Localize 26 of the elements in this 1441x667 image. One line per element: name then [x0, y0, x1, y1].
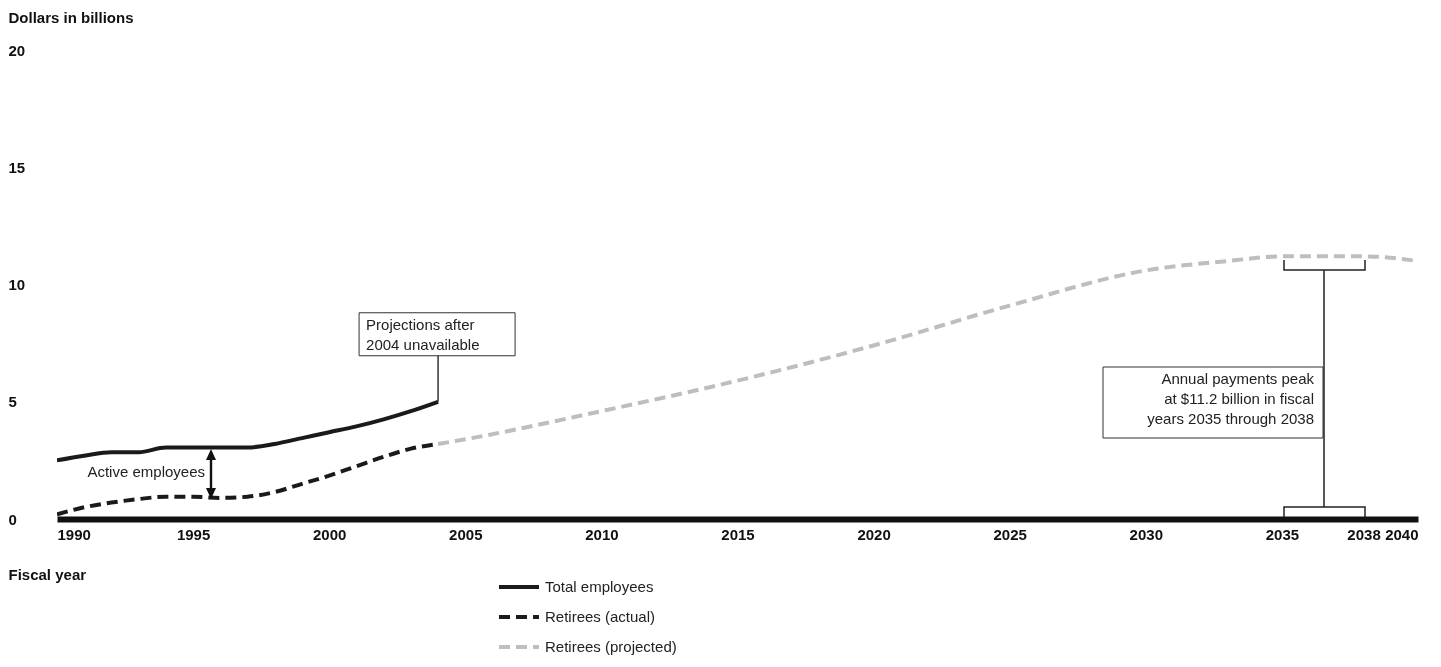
y-axis-title: Dollars in billions — [8, 8, 134, 26]
y-tick-label: 15 — [8, 158, 26, 176]
x-tick-label: 2025 — [993, 525, 1027, 543]
x-tick-label: 2005 — [449, 525, 483, 543]
annotation: Projections after 2004 unavailable — [366, 315, 480, 353]
x-axis-title: Fiscal year — [8, 565, 87, 583]
x-tick-label: 2040 — [1385, 525, 1419, 543]
x-tick-label: 2030 — [1129, 525, 1163, 543]
line-series — [57, 399, 441, 463]
y-tick-label: 10 — [8, 276, 26, 293]
annotation: Annual payments peak at $11.2 billion in fiscal years 2035 through 2038 — [1147, 370, 1315, 427]
x-tick-label: 2035 — [1265, 525, 1300, 543]
x-tick-label: 1995 — [176, 525, 211, 543]
x-tick-label: 1990 — [57, 525, 91, 543]
x-tick-label: 2015 — [721, 525, 755, 543]
x-tick-label: 2038 — [1347, 525, 1381, 543]
legend-label: Retirees (actual) — [545, 608, 656, 625]
y-tick-label: 20 — [8, 41, 26, 59]
legend-label: Retirees (projected) — [545, 638, 677, 655]
x-tick-label: 2010 — [585, 525, 619, 543]
annotation: Active employees — [87, 463, 205, 480]
x-tick-label: 2000 — [313, 525, 347, 543]
legend-label: Total employees — [545, 578, 654, 595]
y-tick-label: 0 — [8, 510, 17, 528]
x-tick-label: 2020 — [857, 525, 891, 543]
y-tick-label: 5 — [8, 393, 17, 411]
